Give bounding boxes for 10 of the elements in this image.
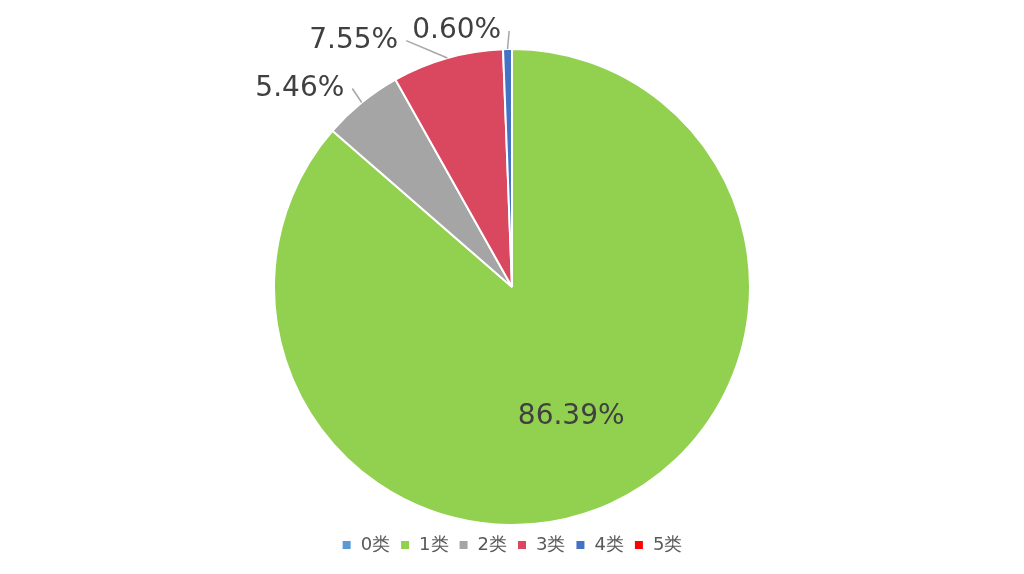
legend-label: 3类 xyxy=(536,532,566,554)
data-label: 5.46% xyxy=(255,69,345,103)
legend-label: 4类 xyxy=(594,532,624,554)
data-label: 0.60% xyxy=(412,12,502,46)
legend-label: 2类 xyxy=(477,532,507,554)
legend-label: 5类 xyxy=(652,532,683,554)
data-label: 7.55% xyxy=(309,21,399,55)
data-label: 86.39% xyxy=(517,398,625,432)
legend-label: 0类 xyxy=(360,532,391,554)
legend-label: 1类 xyxy=(419,532,449,554)
